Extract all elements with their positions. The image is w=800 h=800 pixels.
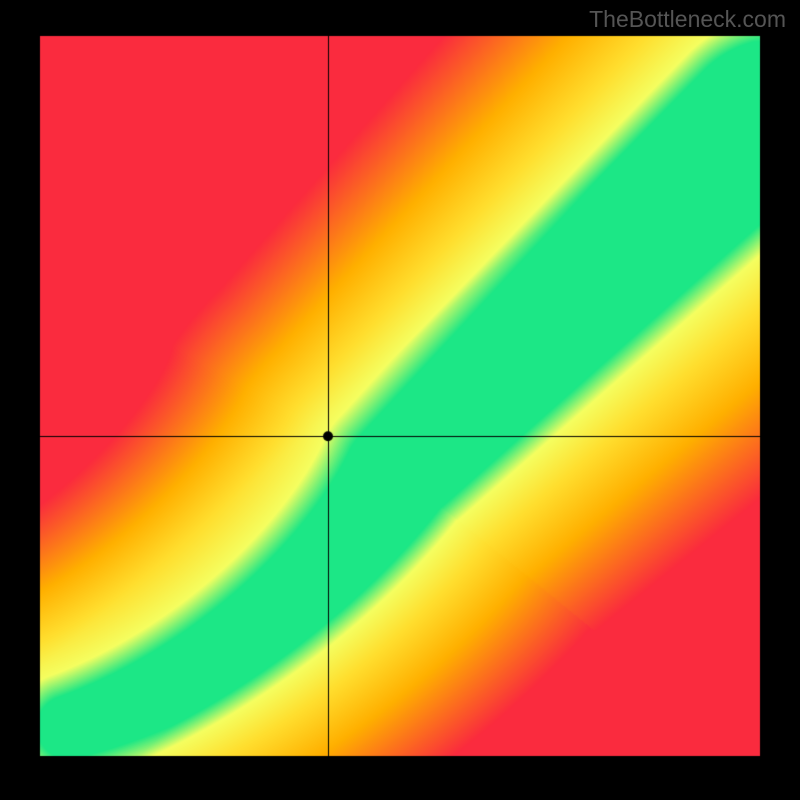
chart-container: TheBottleneck.com: [0, 0, 800, 800]
heatmap-canvas: [0, 0, 800, 800]
watermark-text: TheBottleneck.com: [589, 6, 786, 33]
